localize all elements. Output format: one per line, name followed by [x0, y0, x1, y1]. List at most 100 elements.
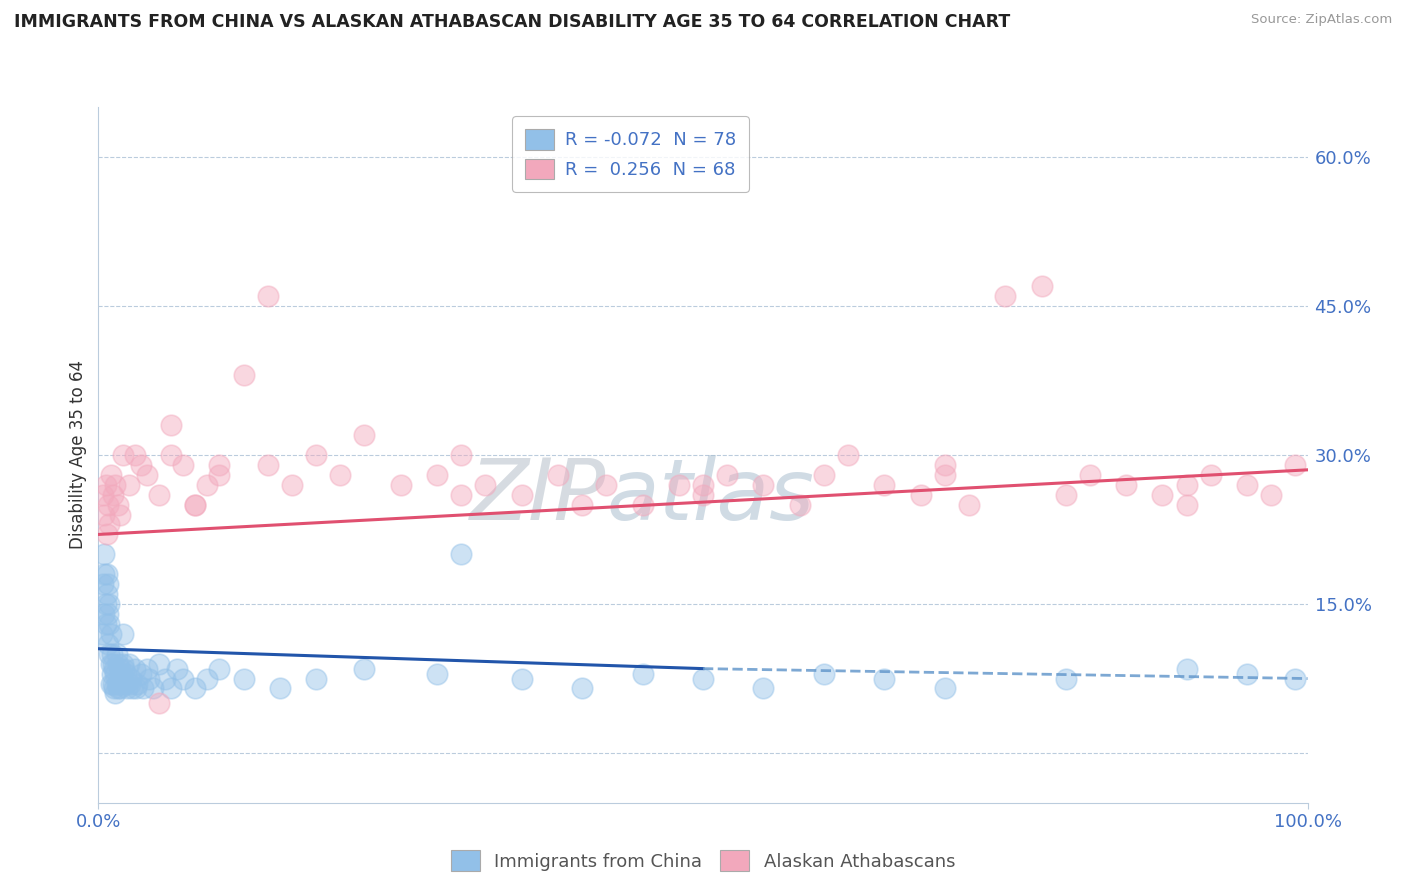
Point — [127, 676, 149, 690]
Point — [97, 498, 120, 512]
Point — [103, 662, 125, 676]
Point — [256, 289, 278, 303]
Point — [1199, 467, 1222, 482]
Point — [97, 577, 120, 591]
Point — [98, 597, 121, 611]
Point — [426, 666, 449, 681]
Point — [142, 681, 165, 696]
Point — [1078, 467, 1101, 482]
Point — [813, 666, 835, 681]
Point — [208, 458, 231, 472]
Point — [118, 657, 141, 671]
Point — [631, 498, 654, 512]
Text: Source: ZipAtlas.com: Source: ZipAtlas.com — [1251, 13, 1392, 27]
Legend: R = -0.072  N = 78, R =  0.256  N = 68: R = -0.072 N = 78, R = 0.256 N = 68 — [512, 116, 748, 192]
Point — [105, 647, 128, 661]
Point — [813, 467, 835, 482]
Point — [957, 498, 980, 512]
Point — [1054, 672, 1077, 686]
Point — [474, 477, 496, 491]
Point — [1236, 477, 1258, 491]
Point — [111, 448, 134, 462]
Point — [108, 662, 131, 676]
Point — [104, 686, 127, 700]
Point — [1115, 477, 1137, 491]
Point — [752, 477, 775, 491]
Point — [547, 467, 569, 482]
Point — [837, 448, 859, 462]
Point — [111, 657, 134, 671]
Point — [232, 368, 254, 383]
Point — [96, 587, 118, 601]
Point — [121, 681, 143, 696]
Point — [184, 498, 207, 512]
Point — [1236, 666, 1258, 681]
Point — [195, 672, 218, 686]
Point — [232, 672, 254, 686]
Point — [873, 477, 896, 491]
Point — [104, 666, 127, 681]
Point — [256, 458, 278, 472]
Point — [1284, 458, 1306, 472]
Point — [115, 666, 138, 681]
Point — [103, 681, 125, 696]
Point — [91, 627, 114, 641]
Point — [124, 662, 146, 676]
Point — [101, 676, 124, 690]
Point — [1175, 498, 1198, 512]
Point — [125, 681, 148, 696]
Point — [450, 448, 472, 462]
Point — [305, 672, 328, 686]
Point — [148, 488, 170, 502]
Point — [571, 498, 593, 512]
Point — [100, 676, 122, 690]
Point — [129, 666, 152, 681]
Point — [910, 488, 932, 502]
Point — [138, 672, 160, 686]
Point — [100, 627, 122, 641]
Point — [166, 662, 188, 676]
Point — [1260, 488, 1282, 502]
Point — [112, 662, 135, 676]
Point — [934, 681, 956, 696]
Point — [160, 448, 183, 462]
Point — [101, 657, 124, 671]
Point — [752, 681, 775, 696]
Point — [93, 607, 115, 621]
Point — [1152, 488, 1174, 502]
Point — [100, 657, 122, 671]
Point — [97, 607, 120, 621]
Point — [93, 567, 115, 582]
Text: atlas: atlas — [606, 455, 814, 538]
Point — [510, 488, 533, 502]
Point — [96, 567, 118, 582]
Point — [107, 681, 129, 696]
Point — [96, 527, 118, 541]
Point — [110, 666, 132, 681]
Point — [172, 672, 194, 686]
Point — [148, 697, 170, 711]
Point — [107, 657, 129, 671]
Point — [269, 681, 291, 696]
Point — [160, 681, 183, 696]
Point — [353, 428, 375, 442]
Point — [450, 488, 472, 502]
Y-axis label: Disability Age 35 to 64: Disability Age 35 to 64 — [69, 360, 87, 549]
Point — [172, 458, 194, 472]
Point — [934, 467, 956, 482]
Point — [117, 681, 139, 696]
Point — [93, 508, 115, 522]
Point — [91, 488, 114, 502]
Point — [108, 676, 131, 690]
Point — [389, 477, 412, 491]
Point — [94, 616, 117, 631]
Point — [281, 477, 304, 491]
Point — [1175, 477, 1198, 491]
Point — [94, 477, 117, 491]
Point — [135, 467, 157, 482]
Point — [789, 498, 811, 512]
Point — [510, 672, 533, 686]
Point — [1175, 662, 1198, 676]
Point — [124, 448, 146, 462]
Point — [1054, 488, 1077, 502]
